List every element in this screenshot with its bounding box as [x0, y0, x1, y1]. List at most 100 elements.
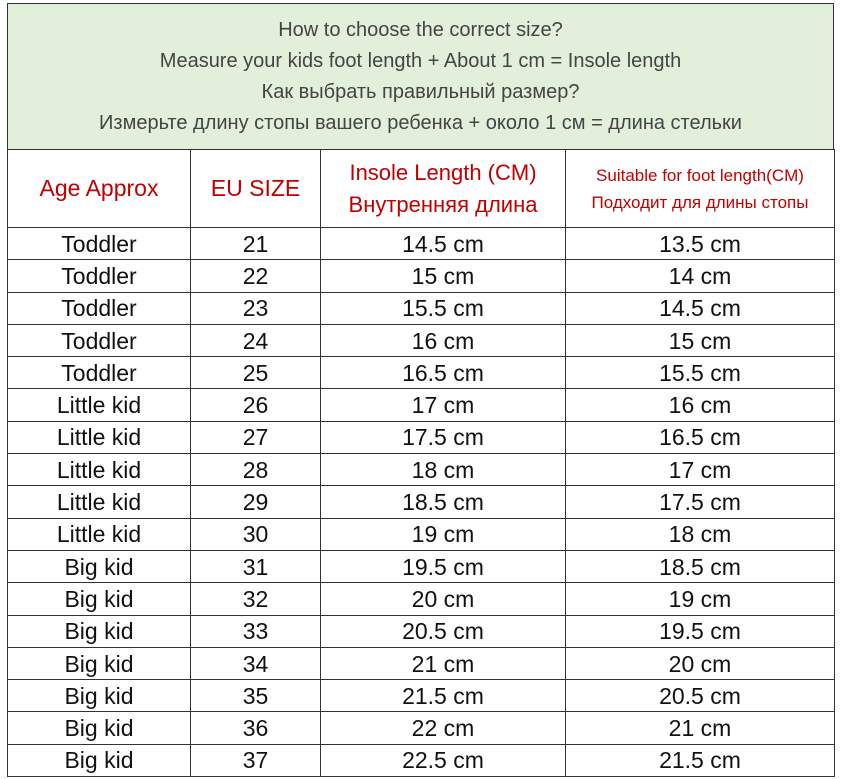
foot-length-cell: 20.5 cm [565, 679, 835, 713]
age-cell: Toddler [7, 291, 191, 325]
age-cell: Little kid [7, 485, 191, 519]
insole-length-cell: 15.5 cm [320, 291, 566, 325]
insole-length-cell: 18 cm [320, 453, 566, 487]
eu-size-cell: 32 [190, 582, 321, 616]
table-row: Big kid 33 20.5 cm 19.5 cm [7, 614, 835, 648]
insole-length-cell: 20.5 cm [320, 614, 566, 648]
instructions-banner: How to choose the correct size? Measure … [7, 3, 834, 149]
table-row: Little kid 30 19 cm 18 cm [7, 517, 835, 551]
header-row: Age Approx EU SIZE Insole Length (CM) Вн… [7, 149, 835, 228]
header-insole-ru: Внутренняя длина [348, 191, 538, 217]
foot-length-cell: 14 cm [565, 259, 835, 293]
header-insole: Insole Length (CM) Внутренняя длина [320, 149, 566, 228]
age-cell: Big kid [7, 711, 191, 745]
eu-size-cell: 28 [190, 453, 321, 487]
foot-length-cell: 19.5 cm [565, 614, 835, 648]
eu-size-cell: 21 [190, 226, 321, 261]
foot-length-cell: 15.5 cm [565, 356, 835, 390]
foot-length-cell: 21 cm [565, 711, 835, 745]
age-cell: Little kid [7, 420, 191, 455]
age-cell: Toddler [7, 226, 191, 261]
table-row: Big kid 35 21.5 cm 20.5 cm [7, 679, 835, 713]
table-row: Little kid 28 18 cm 17 cm [7, 453, 835, 487]
insole-length-cell: 17.5 cm [320, 420, 566, 455]
eu-size-cell: 26 [190, 388, 321, 422]
header-foot-ru: Подходит для длины стопы [591, 192, 809, 212]
foot-length-cell: 13.5 cm [565, 226, 835, 261]
header-foot-en: Suitable for foot length(CM) [596, 165, 804, 185]
foot-length-cell: 20 cm [565, 646, 835, 681]
header-foot-length: Suitable for foot length(CM) Подходит дл… [565, 149, 835, 228]
header-insole-en: Insole Length (CM) [349, 159, 537, 185]
insole-length-cell: 14.5 cm [320, 226, 566, 261]
foot-length-cell: 18 cm [565, 517, 835, 551]
eu-size-cell: 36 [190, 711, 321, 745]
instruction-line: How to choose the correct size? [278, 18, 563, 41]
foot-length-cell: 14.5 cm [565, 291, 835, 325]
eu-size-cell: 23 [190, 291, 321, 325]
table-row: Toddler 24 16 cm 15 cm [7, 323, 835, 358]
insole-length-cell: 22.5 cm [320, 743, 566, 778]
instruction-line: Measure your kids foot length + About 1 … [159, 49, 682, 72]
insole-length-cell: 17 cm [320, 388, 566, 422]
instruction-line: Как выбрать правильный размер? [261, 80, 580, 103]
eu-size-cell: 29 [190, 485, 321, 519]
header-eu-size: EU SIZE [190, 149, 321, 228]
size-chart: How to choose the correct size? Measure … [7, 3, 835, 778]
table-row: Little kid 27 17.5 cm 16.5 cm [7, 420, 835, 455]
age-cell: Big kid [7, 582, 191, 616]
age-cell: Big kid [7, 743, 191, 778]
table-row: Toddler 25 16.5 cm 15.5 cm [7, 356, 835, 390]
age-cell: Toddler [7, 323, 191, 358]
age-cell: Toddler [7, 259, 191, 293]
eu-size-cell: 24 [190, 323, 321, 358]
age-cell: Little kid [7, 388, 191, 422]
foot-length-cell: 21.5 cm [565, 743, 835, 778]
eu-size-cell: 35 [190, 679, 321, 713]
eu-size-cell: 27 [190, 420, 321, 455]
table-row: Little kid 26 17 cm 16 cm [7, 388, 835, 422]
insole-length-cell: 20 cm [320, 582, 566, 616]
table-row: Toddler 22 15 cm 14 cm [7, 259, 835, 293]
insole-length-cell: 21 cm [320, 646, 566, 681]
table-row: Big kid 31 19.5 cm 18.5 cm [7, 549, 835, 584]
insole-length-cell: 22 cm [320, 711, 566, 745]
insole-length-cell: 15 cm [320, 259, 566, 293]
header-age: Age Approx [7, 149, 191, 228]
insole-length-cell: 18.5 cm [320, 485, 566, 519]
foot-length-cell: 17 cm [565, 453, 835, 487]
age-cell: Little kid [7, 517, 191, 551]
eu-size-cell: 31 [190, 549, 321, 584]
instruction-line: Измерьте длину стопы вашего ребенка + ок… [99, 111, 742, 134]
table-row: Big kid 37 22.5 cm 21.5 cm [7, 743, 835, 778]
age-cell: Big kid [7, 549, 191, 584]
eu-size-cell: 34 [190, 646, 321, 681]
age-cell: Toddler [7, 356, 191, 390]
foot-length-cell: 18.5 cm [565, 549, 835, 584]
age-cell: Little kid [7, 453, 191, 487]
table-row: Big kid 36 22 cm 21 cm [7, 711, 835, 745]
insole-length-cell: 16.5 cm [320, 356, 566, 390]
table-row: Toddler 21 14.5 cm 13.5 cm [7, 226, 835, 261]
eu-size-cell: 30 [190, 517, 321, 551]
insole-length-cell: 19.5 cm [320, 549, 566, 584]
foot-length-cell: 15 cm [565, 323, 835, 358]
eu-size-cell: 33 [190, 614, 321, 648]
foot-length-cell: 16.5 cm [565, 420, 835, 455]
age-cell: Big kid [7, 646, 191, 681]
table-row: Little kid 29 18.5 cm 17.5 cm [7, 485, 835, 519]
age-cell: Big kid [7, 614, 191, 648]
foot-length-cell: 16 cm [565, 388, 835, 422]
table-row: Toddler 23 15.5 cm 14.5 cm [7, 291, 835, 325]
insole-length-cell: 16 cm [320, 323, 566, 358]
foot-length-cell: 17.5 cm [565, 485, 835, 519]
age-cell: Big kid [7, 679, 191, 713]
table-row: Big kid 32 20 cm 19 cm [7, 582, 835, 616]
insole-length-cell: 19 cm [320, 517, 566, 551]
eu-size-cell: 25 [190, 356, 321, 390]
size-table: Age Approx EU SIZE Insole Length (CM) Вн… [7, 149, 835, 778]
table-row: Big kid 34 21 cm 20 cm [7, 646, 835, 681]
insole-length-cell: 21.5 cm [320, 679, 566, 713]
eu-size-cell: 22 [190, 259, 321, 293]
foot-length-cell: 19 cm [565, 582, 835, 616]
